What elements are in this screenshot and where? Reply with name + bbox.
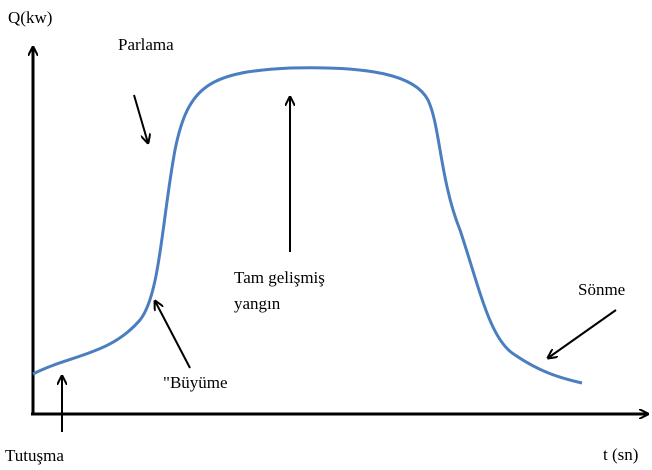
fully-developed-label: Tam gelişmiş: [234, 268, 325, 287]
ignition-label: Tutuşma: [5, 446, 64, 465]
fully-developed-label: yangın: [234, 294, 281, 313]
decay-arrow: [548, 309, 617, 358]
growth-label: "Büyüme: [163, 373, 228, 392]
flashover-arrow: [133, 94, 148, 143]
y-axis-label: Q(kw): [8, 8, 52, 27]
flashover-label: Parlama: [118, 35, 174, 54]
x-axis-label: t (sn): [603, 445, 638, 464]
growth-arrow: [155, 301, 191, 369]
decay-label: Sönme: [578, 280, 625, 299]
heat-release-curve: [32, 66, 583, 385]
